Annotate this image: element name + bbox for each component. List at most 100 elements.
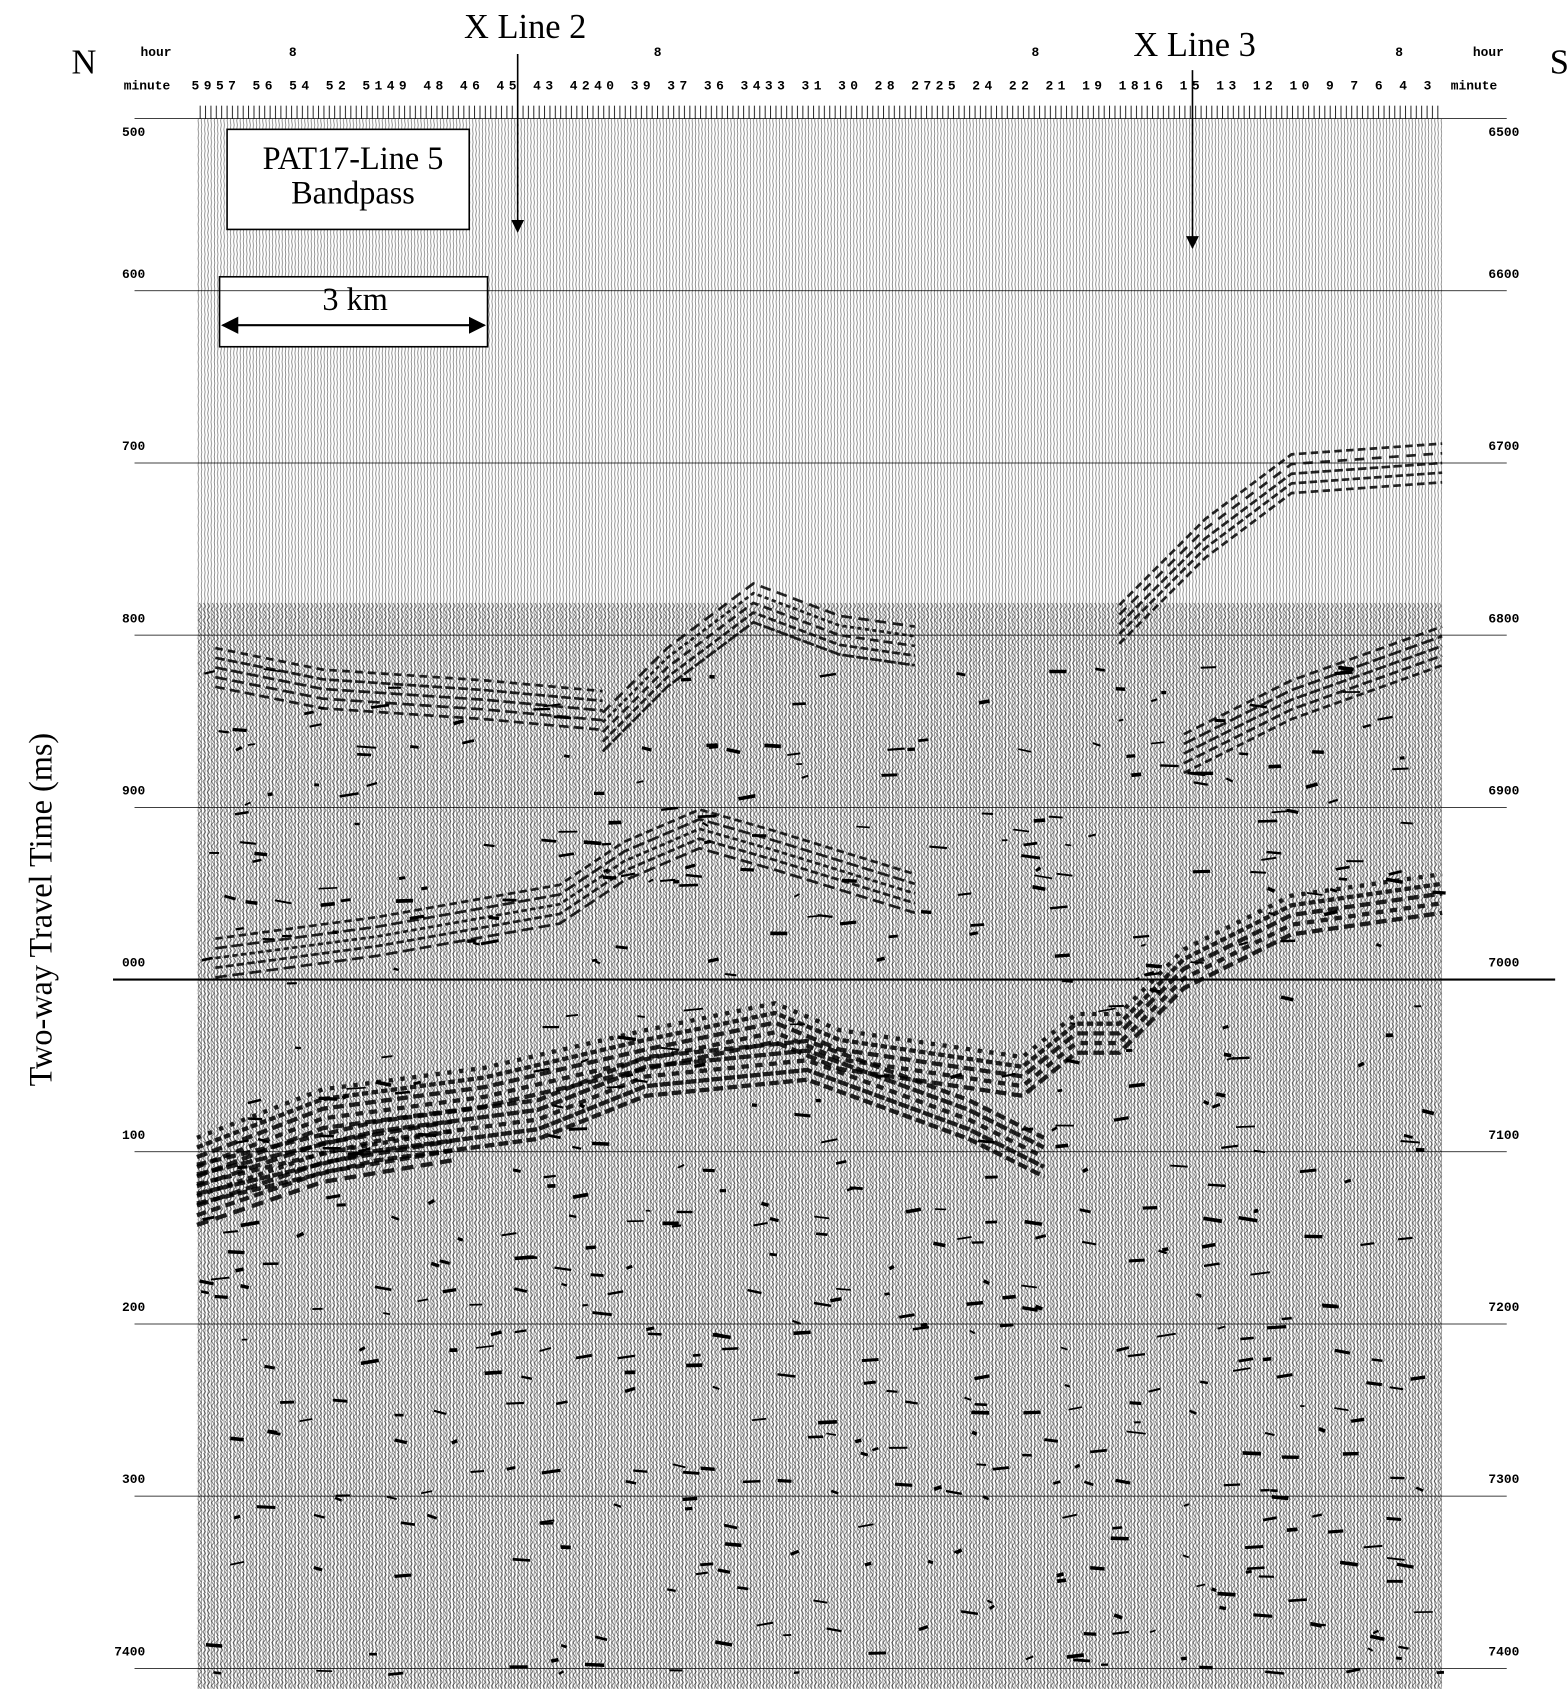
noise-mark xyxy=(1399,756,1405,760)
noise-mark xyxy=(974,1402,988,1407)
noise-mark xyxy=(787,752,801,756)
noise-mark xyxy=(1334,1407,1349,1412)
noise-mark xyxy=(1021,1127,1034,1131)
noise-mark xyxy=(543,1174,556,1179)
noise-mark xyxy=(388,1671,404,1676)
noise-mark xyxy=(660,806,679,811)
noise-mark xyxy=(1082,1167,1089,1174)
noise-mark xyxy=(201,956,214,962)
noise-mark xyxy=(1002,1294,1016,1300)
noise-mark xyxy=(1193,781,1208,786)
noise-mark xyxy=(1034,1304,1043,1311)
noise-mark xyxy=(660,1046,680,1051)
noise-mark xyxy=(1334,1348,1351,1355)
noise-mark xyxy=(1217,1325,1226,1330)
noise-mark xyxy=(769,1217,779,1223)
reflector xyxy=(215,808,916,941)
noise-mark xyxy=(695,1571,708,1576)
noise-mark xyxy=(475,1344,494,1349)
noise-mark xyxy=(202,1215,215,1222)
noise-mark xyxy=(1338,877,1348,881)
noise-mark xyxy=(801,774,809,779)
noise-mark xyxy=(565,1013,579,1018)
noise-mark xyxy=(1211,1102,1221,1109)
noise-mark xyxy=(1286,808,1299,814)
noise-mark xyxy=(1054,953,1070,958)
noise-mark xyxy=(1357,1061,1365,1068)
noise-mark xyxy=(252,858,262,863)
noise-mark xyxy=(356,745,376,749)
scale-label: 3 km xyxy=(322,281,387,317)
noise-mark xyxy=(512,1168,521,1173)
noise-mark xyxy=(357,1147,371,1153)
noise-mark xyxy=(608,820,622,825)
noise-mark xyxy=(1367,1647,1374,1652)
noise-mark xyxy=(1068,1406,1083,1411)
noise-mark xyxy=(933,1485,943,1492)
noise-mark xyxy=(200,1290,210,1295)
noise-mark xyxy=(1262,1516,1277,1522)
noise-mark xyxy=(888,934,898,939)
noise-mark xyxy=(318,1096,338,1101)
noise-mark xyxy=(594,1635,608,1642)
noise-mark xyxy=(483,843,495,848)
filter-name: Bandpass xyxy=(291,175,415,211)
noise-mark xyxy=(1286,1527,1298,1533)
noise-mark xyxy=(858,1523,874,1528)
noise-mark xyxy=(1182,1554,1189,1559)
noise-mark xyxy=(1200,666,1217,669)
noise-mark xyxy=(1023,841,1038,847)
noise-mark xyxy=(210,1276,230,1281)
noise-mark xyxy=(1115,1478,1131,1485)
noise-mark xyxy=(1276,1373,1293,1379)
noise-mark xyxy=(1329,887,1338,893)
noise-mark xyxy=(1334,670,1353,676)
noise-mark xyxy=(1246,1566,1265,1571)
noise-mark xyxy=(667,1588,676,1593)
noise-mark xyxy=(513,1287,528,1293)
noise-mark xyxy=(881,773,898,777)
noise-mark xyxy=(1244,1545,1264,1550)
noise-mark xyxy=(313,1513,326,1519)
noise-mark xyxy=(1253,1208,1259,1214)
noise-mark xyxy=(439,1259,451,1265)
noise-mark xyxy=(1362,723,1372,729)
noise-mark xyxy=(722,1347,739,1351)
noise-mark xyxy=(641,746,652,752)
noise-mark xyxy=(240,1284,250,1290)
noise-mark xyxy=(1203,1216,1223,1224)
noise-mark xyxy=(841,878,857,883)
noise-mark xyxy=(488,915,500,921)
left-tick-label: 500 xyxy=(122,125,145,140)
noise-mark xyxy=(601,842,612,846)
noise-mark xyxy=(1335,865,1350,871)
noise-mark xyxy=(1035,866,1042,873)
left-tick-label: 800 xyxy=(122,611,145,626)
noise-mark xyxy=(1023,1410,1041,1415)
noise-mark xyxy=(256,1505,276,1510)
reflector xyxy=(601,591,915,724)
noise-mark xyxy=(1083,1632,1097,1636)
noise-mark xyxy=(244,801,251,806)
noise-mark xyxy=(813,1599,828,1604)
noise-mark xyxy=(927,1559,934,1565)
noise-mark xyxy=(645,1326,655,1332)
noise-mark xyxy=(974,1374,990,1381)
right-tick-label: 6800 xyxy=(1488,611,1519,626)
noise-mark xyxy=(793,1330,811,1336)
reflector xyxy=(1118,471,1443,636)
noise-mark xyxy=(358,1346,366,1352)
noise-mark xyxy=(1221,1144,1239,1150)
noise-mark xyxy=(560,1545,571,1550)
noise-mark xyxy=(1369,1634,1385,1642)
noise-mark xyxy=(1344,1178,1352,1184)
noise-mark xyxy=(964,1396,972,1401)
noise-mark xyxy=(551,1104,564,1109)
noise-mark xyxy=(264,1364,276,1370)
noise-mark xyxy=(341,1093,349,1100)
noise-mark xyxy=(1131,772,1142,778)
noise-mark xyxy=(506,1465,516,1471)
noise-mark xyxy=(1281,1316,1292,1321)
reflector xyxy=(601,611,915,743)
noise-mark xyxy=(1312,1513,1323,1518)
